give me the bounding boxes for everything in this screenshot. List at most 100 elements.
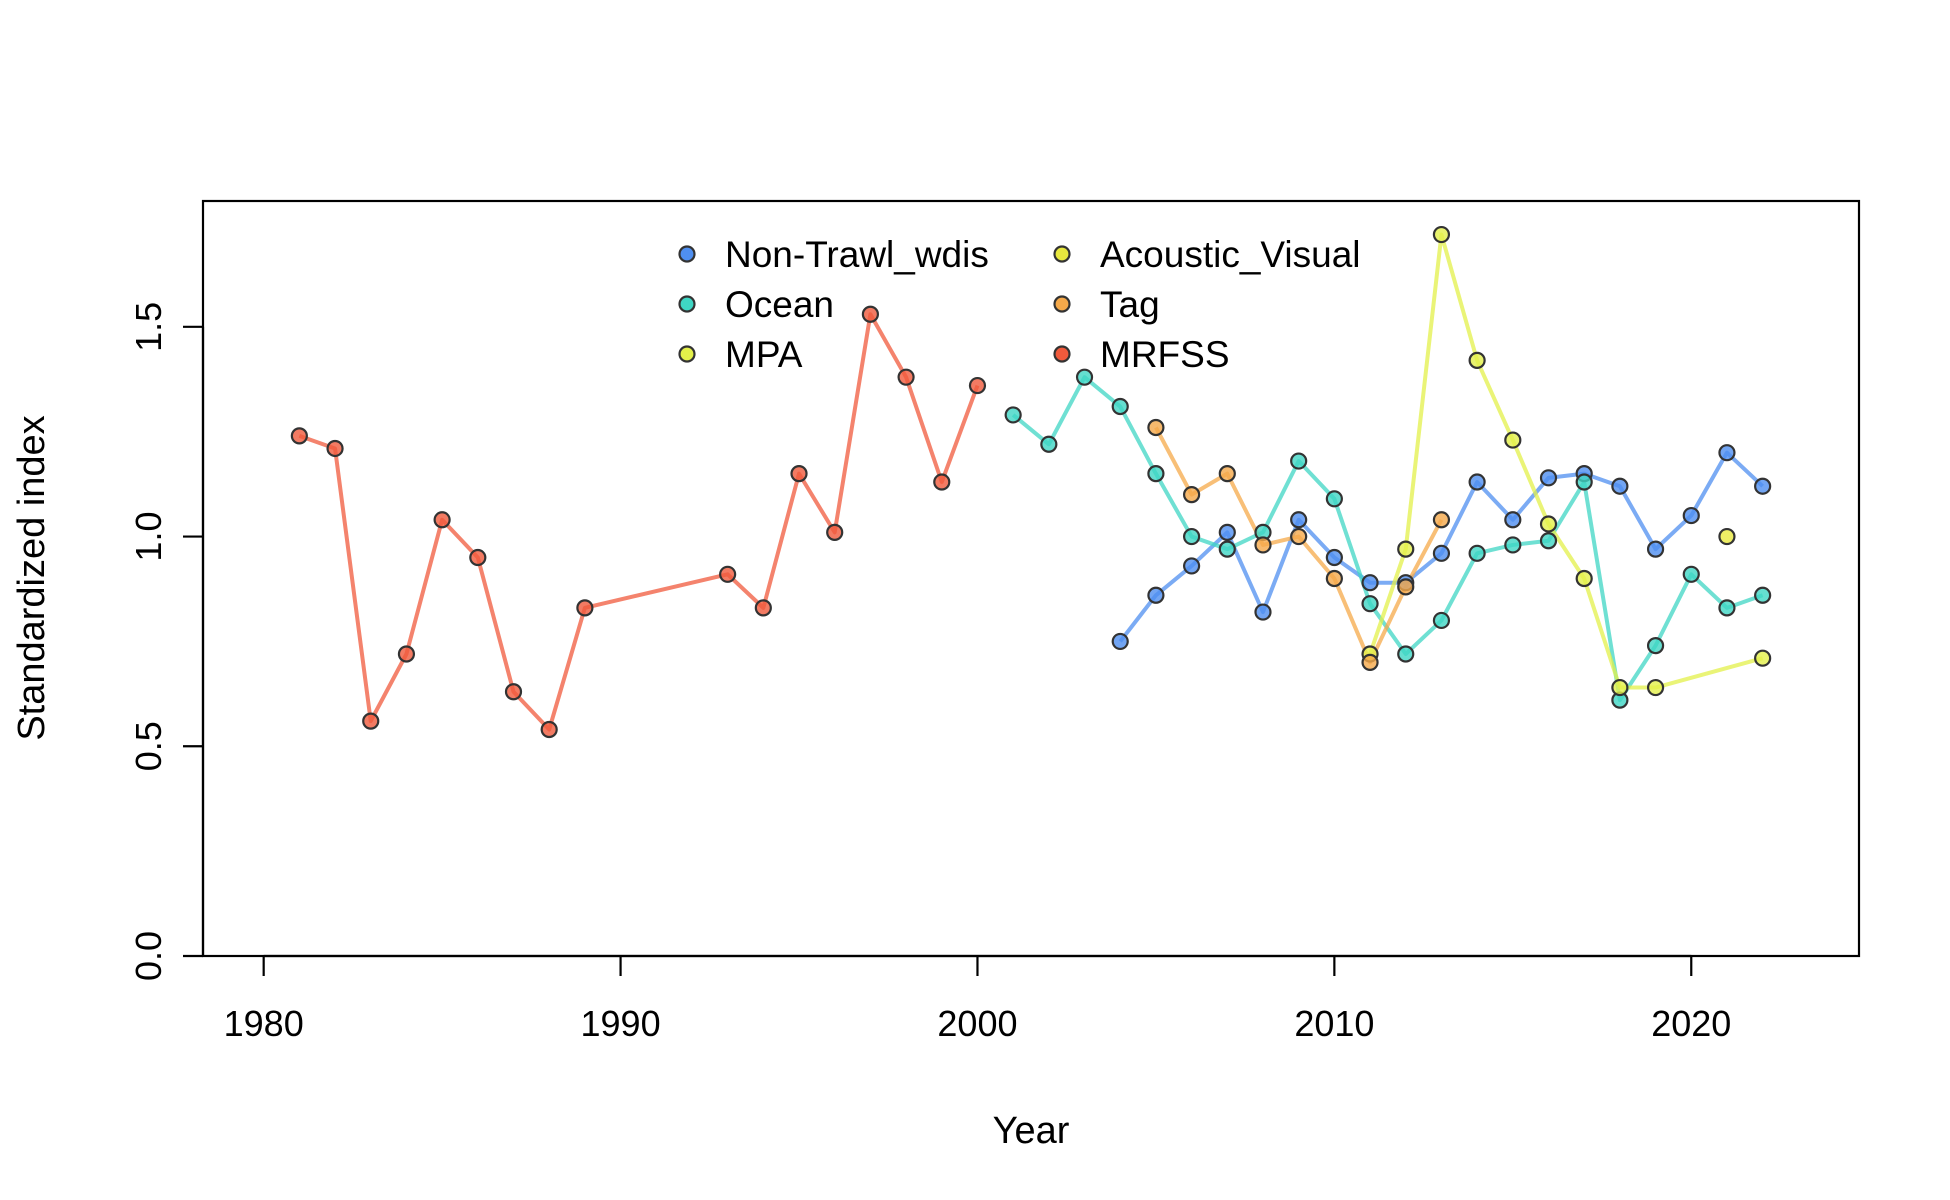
data-point-non-trawl-wdis xyxy=(1754,477,1772,495)
series-line-mpa xyxy=(1368,232,1764,690)
legend-marker xyxy=(1053,345,1071,363)
legend-item-mpa: MPA xyxy=(678,334,803,375)
data-point-mpa xyxy=(1397,540,1415,558)
data-point-mrfss xyxy=(897,368,915,386)
data-point-ocean xyxy=(1111,397,1129,416)
data-point-mrfss xyxy=(719,565,737,583)
data-point-mrfss xyxy=(576,599,594,617)
legend-label: MRFSS xyxy=(1100,334,1230,375)
x-tick-label: 2000 xyxy=(937,1003,1017,1044)
data-point-mpa xyxy=(1468,351,1486,369)
data-point-mrfss xyxy=(433,511,451,529)
data-point-ocean xyxy=(1004,406,1022,424)
data-point-ocean xyxy=(1325,490,1343,508)
legend-item-tag: Tag xyxy=(1053,284,1160,325)
x-tick-label: 1980 xyxy=(224,1003,304,1044)
data-point-non-trawl-wdis xyxy=(1468,473,1486,491)
data-point-non-trawl-wdis xyxy=(1682,506,1700,525)
legend-marker xyxy=(678,245,696,263)
data-point-tag xyxy=(1254,536,1272,554)
data-point-ocean xyxy=(1147,465,1165,483)
data-point-non-trawl-wdis xyxy=(1432,544,1451,562)
y-tick-label: 0.5 xyxy=(128,721,169,771)
legend-item-ocean: Ocean xyxy=(678,284,834,325)
data-point-mrfss xyxy=(861,305,879,323)
legend-label: MPA xyxy=(725,334,803,375)
data-point-acoustic-visual xyxy=(1718,527,1736,546)
y-tick-label: 0.0 xyxy=(128,931,169,981)
data-point-ocean xyxy=(1682,565,1700,583)
data-point-ocean xyxy=(1432,611,1451,630)
data-point-ocean xyxy=(1183,527,1201,546)
data-point-mpa xyxy=(1611,678,1629,697)
data-point-mrfss xyxy=(933,473,951,491)
data-point-mrfss xyxy=(790,465,808,483)
legend-item-mrfss: MRFSS xyxy=(1053,334,1230,375)
data-point-mpa xyxy=(1575,569,1593,588)
data-point-non-trawl-wdis xyxy=(1147,586,1165,604)
data-point-mrfss xyxy=(540,720,558,739)
x-axis-label: Year xyxy=(993,1110,1070,1152)
x-axis: 1980 1990 2000 2010 2020 xyxy=(224,954,1731,1044)
legend-label: Ocean xyxy=(725,284,834,325)
y-tick-label: 1.0 xyxy=(128,512,169,562)
data-point-ocean xyxy=(1575,473,1593,491)
data-point-mpa xyxy=(1646,678,1665,697)
data-point-ocean xyxy=(1040,435,1058,453)
y-axis-label: Standardized index xyxy=(11,415,53,740)
x-tick-label: 2020 xyxy=(1651,1003,1731,1044)
data-point-non-trawl-wdis xyxy=(1111,632,1129,651)
data-point-mrfss xyxy=(754,599,772,617)
data-point-tag xyxy=(1432,511,1451,529)
data-point-mrfss xyxy=(968,376,987,395)
data-point-tag xyxy=(1218,465,1236,483)
data-point-tag xyxy=(1183,486,1201,504)
data-point-mpa xyxy=(1504,431,1522,449)
data-point-ocean xyxy=(1290,452,1308,470)
data-point-mrfss xyxy=(326,439,344,458)
data-point-non-trawl-wdis xyxy=(1361,574,1379,592)
data-point-mrfss xyxy=(290,427,308,445)
series-line-mrfss xyxy=(298,312,980,732)
x-tick-label: 2010 xyxy=(1294,1003,1374,1044)
data-point-non-trawl-wdis xyxy=(1218,523,1236,541)
data-point-non-trawl-wdis xyxy=(1183,557,1201,575)
data-point-mpa xyxy=(1754,649,1772,667)
legend-item-non-trawl-wdis: Non-Trawl_wdis xyxy=(678,234,989,275)
legend-marker xyxy=(678,345,696,363)
data-point-mrfss xyxy=(397,645,416,663)
series-points xyxy=(290,225,1772,739)
legend-marker xyxy=(678,295,696,313)
data-point-mrfss xyxy=(504,683,523,701)
data-point-non-trawl-wdis xyxy=(1504,511,1522,529)
legend-label: Acoustic_Visual xyxy=(1100,234,1361,275)
data-point-mrfss xyxy=(469,548,487,567)
legend-label: Non-Trawl_wdis xyxy=(725,234,989,275)
data-point-non-trawl-wdis xyxy=(1539,469,1558,487)
legend-marker xyxy=(1053,295,1071,313)
data-point-ocean xyxy=(1718,599,1736,617)
data-point-non-trawl-wdis xyxy=(1611,477,1629,495)
data-point-ocean xyxy=(1397,645,1415,663)
legend-marker xyxy=(1053,245,1071,263)
data-point-tag xyxy=(1397,578,1415,596)
data-point-ocean xyxy=(1504,536,1522,554)
data-point-mrfss xyxy=(826,523,844,541)
data-point-tag xyxy=(1290,527,1308,546)
data-point-ocean xyxy=(1539,532,1558,550)
data-point-mrfss xyxy=(362,712,380,730)
data-point-non-trawl-wdis xyxy=(1718,444,1736,462)
data-point-tag xyxy=(1325,569,1343,588)
data-point-non-trawl-wdis xyxy=(1325,548,1343,567)
data-point-mpa xyxy=(1539,515,1558,533)
y-axis: 0.0 0.5 1.0 1.5 xyxy=(128,302,205,981)
x-tick-label: 1990 xyxy=(581,1003,661,1044)
data-point-tag xyxy=(1361,653,1379,671)
data-point-non-trawl-wdis xyxy=(1290,511,1308,529)
data-point-ocean xyxy=(1361,595,1379,613)
data-point-ocean xyxy=(1468,544,1486,562)
y-tick-label: 1.5 xyxy=(128,302,169,352)
data-point-ocean xyxy=(1075,368,1094,386)
legend: Non-Trawl_wdis Ocean MPA Acoustic_Visual Tag… xyxy=(678,234,1361,375)
